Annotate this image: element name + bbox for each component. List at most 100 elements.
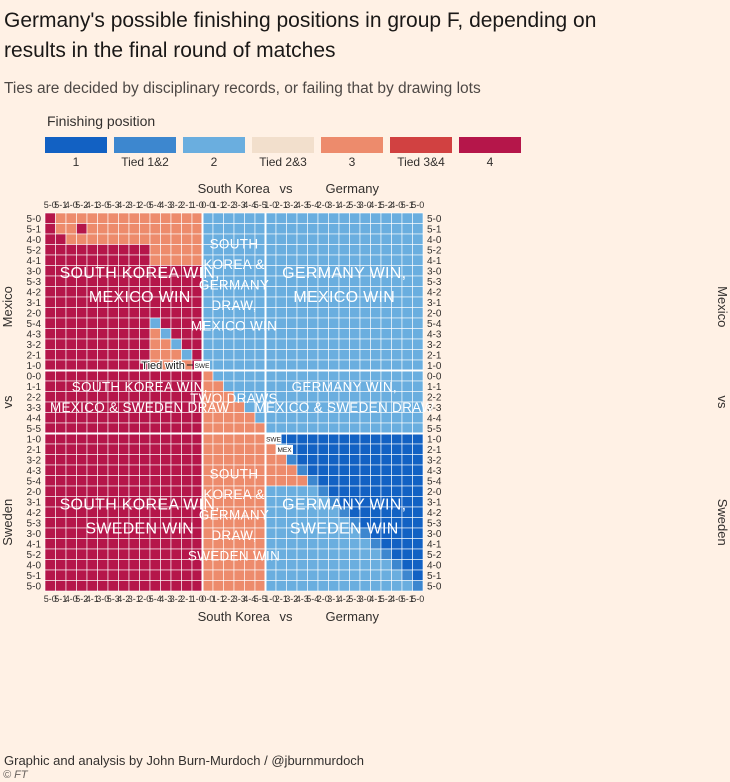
heatmap-cell (97, 475, 109, 487)
heatmap-cell (359, 580, 371, 592)
y-tick-label-left: 2-1 (27, 445, 42, 456)
y-tick-label-left: 3-0 (27, 266, 42, 277)
heatmap-cell (391, 212, 403, 224)
heatmap-cell (349, 212, 361, 224)
heatmap-cell (233, 338, 245, 350)
heatmap-cell (359, 349, 371, 361)
heatmap-cell (44, 454, 56, 466)
heatmap-cell (265, 422, 277, 434)
heatmap-cell (55, 569, 67, 581)
heatmap-cell (307, 538, 319, 550)
heatmap-cell (139, 349, 151, 361)
heatmap-cell (296, 454, 308, 466)
y-tick-label-right: 5-2 (427, 550, 442, 561)
heatmap-cell (128, 475, 140, 487)
x-tick-label-top: 2-2 (222, 200, 235, 210)
heatmap-cell (338, 233, 350, 245)
heatmap-cell (412, 433, 424, 445)
heatmap-cell (296, 223, 308, 235)
heatmap-cell (380, 559, 392, 571)
heatmap-cell (370, 454, 382, 466)
heatmap-cell (97, 548, 109, 560)
region-label-line: TWO DRAWS (190, 391, 278, 406)
heatmap-cell (380, 359, 392, 371)
heatmap-cell (370, 538, 382, 550)
heatmap-cell (149, 317, 161, 329)
x-tick-label-top: 5-3 (107, 200, 120, 210)
x-tick-label-top: 3-2 (285, 200, 298, 210)
heatmap-cell (191, 454, 203, 466)
heatmap-cell (317, 433, 329, 445)
heatmap-cell (412, 464, 424, 476)
heatmap-cell (359, 559, 371, 571)
x-tick-label-bottom: 4-3 (296, 594, 309, 604)
x-tick-label-bottom: 1-0 (264, 594, 277, 604)
heatmap-cell (118, 233, 130, 245)
y-tick-label-right: 0-0 (427, 371, 442, 382)
heatmap-cell (160, 548, 172, 560)
heatmap-cell (97, 580, 109, 592)
heatmap-cell (44, 296, 56, 308)
heatmap-cell (223, 349, 235, 361)
x-axis-title-top: South Korea (198, 181, 271, 196)
heatmap-cell (233, 569, 245, 581)
y-tick-label-left: 5-2 (27, 245, 42, 256)
y-tick-label-left: 3-3 (27, 403, 42, 414)
heatmap-cell (380, 223, 392, 235)
region-label: GERMANY WIN, MEXICO WIN (282, 265, 406, 306)
heatmap-cell (107, 538, 119, 550)
heatmap-cell (380, 454, 392, 466)
heatmap-cell (55, 338, 67, 350)
heatmap-cell (233, 212, 245, 224)
heatmap-cell (223, 370, 235, 382)
heatmap-cell (160, 317, 172, 329)
heatmap-cell (317, 338, 329, 350)
heatmap-cell (44, 328, 56, 340)
heatmap-cell (191, 233, 203, 245)
heatmap-cell (328, 307, 340, 319)
heatmap-cell (149, 244, 161, 256)
y-tick-label-left: 5-4 (27, 476, 42, 487)
heatmap-cell (307, 338, 319, 350)
heatmap-cell (202, 422, 214, 434)
region-label-line: KOREA & (203, 257, 264, 272)
heatmap-cell (317, 328, 329, 340)
heatmap-cell (65, 317, 77, 329)
region-label-line: GERMANY WIN, (292, 379, 397, 394)
heatmap-cell (275, 370, 287, 382)
heatmap-cell (76, 359, 88, 371)
heatmap-cell (139, 548, 151, 560)
heatmap-cell (139, 307, 151, 319)
heatmap-cell (107, 244, 119, 256)
heatmap-cell (275, 307, 287, 319)
heatmap-cell (286, 212, 298, 224)
heatmap-cell (391, 307, 403, 319)
heatmap-cell (107, 307, 119, 319)
heatmap-cell (349, 485, 361, 497)
heatmap-cell (118, 485, 130, 497)
heatmap-cell (338, 244, 350, 256)
heatmap-cell (128, 349, 140, 361)
heatmap-cell (107, 223, 119, 235)
heatmap-cell (296, 349, 308, 361)
x-tick-label-top: 4-3 (296, 200, 309, 210)
heatmap-cell (76, 212, 88, 224)
y-tick-label-left: 3-0 (27, 529, 42, 540)
region-label-line: MEXICO WIN (293, 289, 395, 306)
heatmap-cell (338, 454, 350, 466)
heatmap-cell (296, 569, 308, 581)
heatmap-cell (244, 422, 256, 434)
heatmap-cell (265, 349, 277, 361)
heatmap-cell (401, 244, 413, 256)
heatmap-cell (223, 212, 235, 224)
heatmap-cell (296, 433, 308, 445)
heatmap-cell (328, 233, 340, 245)
heatmap-cell (244, 370, 256, 382)
x-tick-label-top: 5-3 (348, 200, 361, 210)
heatmap-cell (338, 223, 350, 235)
legend: 1 Tied 1&2 2 Tied 2&3 3 Tied 3&4 4 (45, 137, 521, 171)
heatmap-cell (149, 328, 161, 340)
heatmap-cell (107, 212, 119, 224)
heatmap-cell (181, 212, 193, 224)
heatmap-cell (118, 580, 130, 592)
